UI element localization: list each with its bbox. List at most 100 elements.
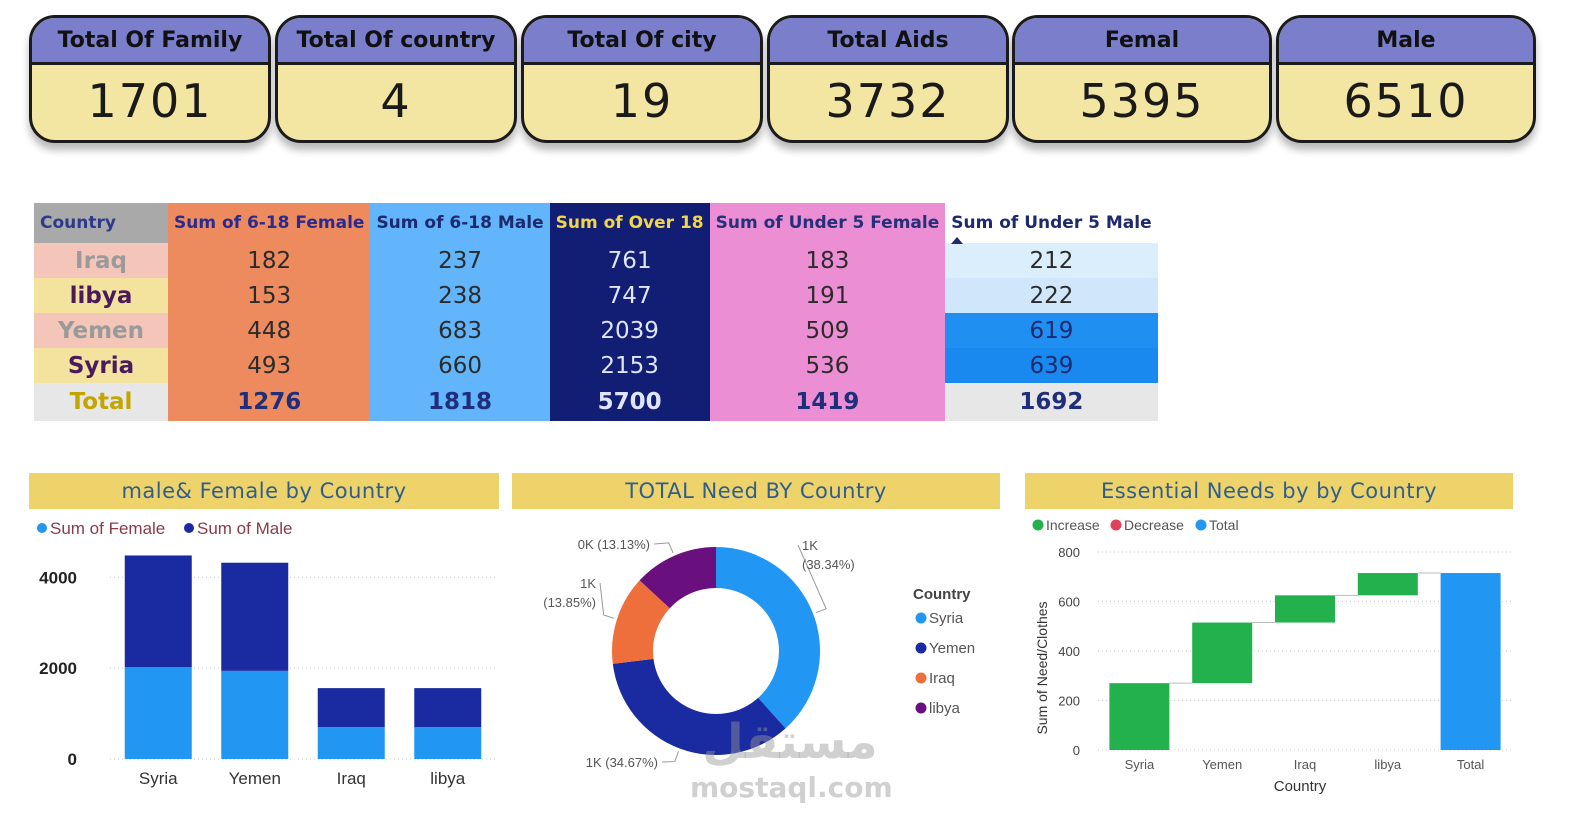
cell-total-6-18-female: 1276 — [168, 383, 371, 421]
column-header-over-18[interactable]: Sum of Over 18 — [549, 203, 710, 243]
male-female-bar-chart[interactable]: Sum of Female Sum of Male 0 2000 4000 Syri… — [25, 510, 505, 820]
legend-label-iraq[interactable]: Iraq — [929, 670, 955, 687]
legend-label-syria[interactable]: Syria — [929, 610, 964, 627]
kpi-card-total-family[interactable]: Total Of Family 1701 — [29, 15, 271, 143]
total-need-donut-chart[interactable]: 1K (38.34%) 1K (34.67%) 1K (13.85%) 0K (13.13… — [510, 510, 1000, 820]
chart-legend: Country Syria Yemen Iraq libya — [913, 586, 975, 717]
y-axis-ticks: 0 200 400 600 800 — [1058, 545, 1080, 758]
y-tick-label: 400 — [1058, 644, 1080, 659]
legend-swatch-total — [1195, 519, 1207, 531]
waterfall-bar-total[interactable] — [1440, 573, 1501, 750]
bar-syria-male[interactable] — [124, 555, 192, 668]
legend-label-male[interactable]: Sum of Male — [197, 519, 292, 538]
kpi-card-male[interactable]: Male 6510 — [1276, 15, 1536, 143]
y-tick-label: 200 — [1058, 694, 1080, 709]
bar-syria-female[interactable] — [124, 667, 192, 759]
bar-yemen-male[interactable] — [221, 562, 289, 671]
cell-over-18: 2153 — [549, 348, 710, 383]
leader-line — [599, 582, 615, 619]
legend-swatch-syria — [915, 612, 927, 624]
donut-slice-syria[interactable] — [716, 547, 820, 729]
bar-libya-male[interactable] — [414, 688, 482, 728]
kpi-card-total-city[interactable]: Total Of city 19 — [521, 15, 763, 143]
essential-needs-waterfall-chart[interactable]: Increase Decrease Total 0 200 400 600 800 Syri… — [1022, 510, 1532, 820]
chart-legend: Sum of Female Sum of Male — [37, 519, 292, 538]
age-gender-matrix: Country Sum of 6-18 Female Sum of 6-18 M… — [34, 203, 1158, 421]
x-tick-label: Yemen — [229, 769, 281, 788]
x-axis-title: Country — [1274, 778, 1327, 795]
legend-label-libya[interactable]: libya — [929, 700, 961, 717]
table-row[interactable]: Yemen 448 683 2039 509 619 — [34, 313, 1158, 348]
cell-total-under-5-female: 1419 — [709, 383, 946, 421]
waterfall-bar-iraq[interactable] — [1275, 595, 1335, 623]
x-tick-label: Syria — [139, 769, 178, 788]
y-tick-label: 800 — [1058, 545, 1080, 560]
bar-yemen-female[interactable] — [221, 670, 289, 759]
legend-swatch-libya — [915, 702, 927, 714]
kpi-label: Total Aids — [770, 18, 1006, 65]
y-tick-label: 4000 — [39, 568, 77, 587]
cell-country: Syria — [34, 348, 168, 383]
cell-total-under-5-male: 1692 — [945, 383, 1158, 421]
donut-slice-libya[interactable] — [639, 547, 716, 609]
kpi-card-female[interactable]: Femal 5395 — [1012, 15, 1272, 143]
donut-chart-title: TOTAL Need BY Country — [512, 473, 1000, 509]
cell-under-5-female: 536 — [709, 348, 946, 383]
column-header-country[interactable]: Country — [34, 203, 168, 243]
bar-iraq-male[interactable] — [317, 688, 385, 728]
waterfall-bar-syria[interactable] — [1109, 683, 1170, 750]
column-header-under-5-male[interactable]: Sum of Under 5 Male — [945, 203, 1158, 244]
legend-label-decrease[interactable]: Decrease — [1124, 517, 1184, 533]
cell-under-5-male: 212 — [945, 243, 1158, 278]
waterfall-bars[interactable] — [1109, 572, 1501, 750]
cell-6-18-female: 153 — [168, 278, 371, 313]
cell-under-5-female: 509 — [709, 313, 946, 348]
cell-total-label: Total — [34, 383, 168, 421]
waterfall-bar-yemen[interactable] — [1192, 622, 1253, 684]
watermark: مستقل mostaql.com — [690, 712, 893, 804]
x-tick-label: Yemen — [1202, 757, 1242, 772]
cell-over-18: 761 — [549, 243, 710, 278]
kpi-value: 1701 — [87, 74, 213, 128]
donut-slices[interactable] — [612, 547, 820, 755]
cell-over-18: 2039 — [549, 313, 710, 348]
column-header-6-18-female[interactable]: Sum of 6-18 Female — [168, 203, 371, 243]
column-header-under-5-female[interactable]: Sum of Under 5 Female — [709, 203, 946, 243]
sort-ascending-icon[interactable] — [951, 237, 964, 244]
kpi-card-total-country[interactable]: Total Of country 4 — [275, 15, 517, 143]
kpi-label: Total Of city — [524, 18, 760, 65]
cell-total-6-18-male: 1818 — [370, 383, 550, 421]
matrix-header-row: Country Sum of 6-18 Female Sum of 6-18 M… — [34, 203, 1158, 244]
legend-label-increase[interactable]: Increase — [1046, 517, 1100, 533]
table-row[interactable]: Syria 493 660 2153 536 639 — [34, 348, 1158, 383]
legend-swatch-increase — [1032, 519, 1044, 531]
cell-6-18-female: 493 — [168, 348, 371, 383]
cell-under-5-female: 191 — [709, 278, 946, 313]
total-row: Total 1276 1818 5700 1419 1692 — [34, 383, 1158, 421]
x-tick-label: Iraq — [1294, 757, 1316, 772]
table-row[interactable]: libya 153 238 747 191 222 — [34, 278, 1158, 313]
matrix-body: Iraq 182 237 761 183 212 libya 153 238 7… — [34, 243, 1158, 421]
column-header-6-18-male[interactable]: Sum of 6-18 Male — [370, 203, 550, 243]
donut-slice-yemen[interactable] — [612, 658, 786, 755]
legend-label-total[interactable]: Total — [1209, 517, 1239, 533]
bar-libya-female[interactable] — [414, 727, 482, 759]
leader-line — [661, 751, 680, 763]
kpi-card-total-aids[interactable]: Total Aids 3732 — [767, 15, 1009, 143]
x-axis-labels: Syria Yemen Iraq libya Total — [1125, 757, 1485, 772]
donut-slice-iraq[interactable] — [612, 580, 670, 664]
cell-6-18-female: 182 — [168, 243, 371, 278]
bar-iraq-female[interactable] — [317, 727, 385, 759]
legend-label-yemen[interactable]: Yemen — [929, 640, 975, 657]
legend-swatch-iraq — [915, 672, 927, 684]
table-row[interactable]: Iraq 182 237 761 183 212 — [34, 243, 1158, 278]
bars[interactable] — [124, 555, 482, 759]
cell-over-18: 747 — [549, 278, 710, 313]
x-axis-labels: Syria Yemen Iraq libya — [139, 769, 466, 788]
cell-under-5-male: 639 — [945, 348, 1158, 383]
slice-annotations: 1K (38.34%) 1K (34.67%) 1K (13.85%) 0K (13.13… — [543, 537, 855, 770]
slice-annotation: 1K (34.67%) — [586, 755, 658, 770]
waterfall-bar-libya[interactable] — [1357, 573, 1418, 596]
legend-label-female[interactable]: Sum of Female — [50, 519, 165, 538]
